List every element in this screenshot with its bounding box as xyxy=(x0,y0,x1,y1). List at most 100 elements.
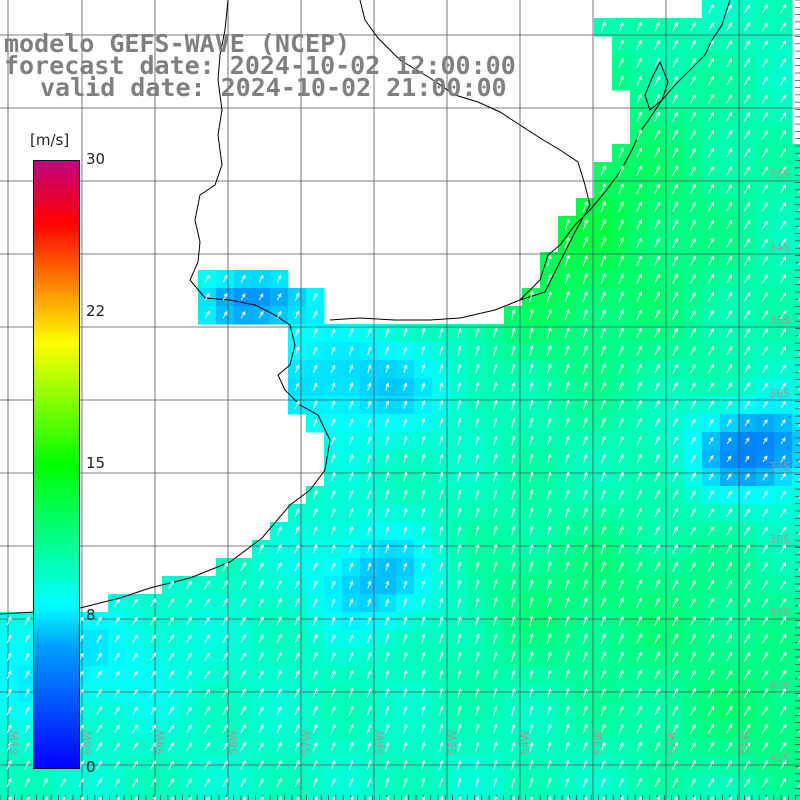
wind-arrow xyxy=(564,579,570,591)
wind-arrow xyxy=(6,634,12,644)
wind-arrow xyxy=(744,400,750,409)
border-river-path xyxy=(359,0,591,301)
wind-arrow xyxy=(457,561,462,572)
wind-arrow xyxy=(493,669,498,680)
wind-speed-cell xyxy=(342,792,361,800)
wind-arrow xyxy=(204,274,210,283)
wind-arrow xyxy=(690,490,696,500)
wind-arrow xyxy=(168,634,174,644)
wind-arrow xyxy=(726,22,732,32)
wind-arrow xyxy=(708,382,714,392)
wind-arrow xyxy=(439,525,444,536)
wind-arrow xyxy=(330,544,336,554)
wind-arrow xyxy=(762,419,768,427)
wind-arrow xyxy=(294,580,300,590)
wind-arrow xyxy=(294,364,300,373)
wind-arrow xyxy=(330,651,336,662)
wind-arrow xyxy=(726,418,732,427)
wind-arrow xyxy=(636,75,642,86)
wind-arrow xyxy=(186,652,192,662)
wind-arrow xyxy=(421,507,426,518)
wind-arrow xyxy=(330,382,336,391)
wind-arrow xyxy=(421,400,426,410)
wind-arrow xyxy=(312,741,318,752)
wind-arrow xyxy=(636,327,642,338)
wind-speed-cell xyxy=(792,504,800,523)
wind-arrow xyxy=(385,633,390,644)
wind-arrow xyxy=(618,165,624,177)
wind-arrow xyxy=(186,580,192,590)
wind-arrow xyxy=(421,615,426,626)
wind-speed-cell xyxy=(486,792,505,800)
wind-arrow xyxy=(690,687,696,698)
wind-arrow xyxy=(708,273,714,284)
wind-arrow xyxy=(708,201,715,212)
wind-arrow xyxy=(654,201,660,212)
wind-arrow xyxy=(564,435,570,446)
wind-arrow xyxy=(654,21,660,32)
wind-arrow xyxy=(672,345,678,356)
wind-arrow xyxy=(6,777,12,788)
wind-arrow xyxy=(403,687,408,698)
wind-arrow xyxy=(690,75,696,86)
wind-arrow xyxy=(654,777,660,788)
wind-speed-cell xyxy=(234,792,253,800)
wind-arrow xyxy=(564,290,570,303)
wind-arrow xyxy=(798,279,800,284)
wind-arrow xyxy=(762,274,769,284)
wind-arrow xyxy=(690,39,696,50)
wind-arrow xyxy=(601,795,606,800)
wind-arrow xyxy=(258,760,264,770)
wind-arrow xyxy=(240,760,246,770)
wind-arrow xyxy=(330,634,336,644)
wind-arrow xyxy=(779,669,787,680)
wind-arrow xyxy=(726,525,732,536)
wind-arrow xyxy=(132,724,138,734)
wind-arrow xyxy=(403,327,408,338)
wind-arrow xyxy=(6,688,12,697)
wind-arrow xyxy=(403,400,408,409)
wind-arrow xyxy=(204,580,210,590)
wind-arrow xyxy=(403,651,408,662)
wind-arrow xyxy=(385,418,390,428)
wind-arrow xyxy=(654,417,660,428)
wind-arrow xyxy=(24,759,30,770)
wind-arrow xyxy=(546,597,552,609)
wind-arrow xyxy=(240,616,246,626)
wind-arrow xyxy=(258,616,264,626)
wind-speed-cell xyxy=(504,792,523,800)
wind-arrow xyxy=(150,616,157,626)
wind-arrow xyxy=(511,489,516,500)
wind-arrow xyxy=(798,351,800,356)
wind-arrow xyxy=(475,381,480,392)
wind-arrow xyxy=(114,688,120,697)
wind-arrow xyxy=(636,165,642,177)
wind-speed-cell xyxy=(792,702,800,721)
wind-arrow xyxy=(24,652,30,661)
wind-arrow xyxy=(779,687,787,698)
wind-arrow xyxy=(726,166,732,176)
wind-arrow xyxy=(529,525,534,536)
wind-arrow xyxy=(600,489,606,500)
wind-arrow xyxy=(726,237,733,248)
wind-arrow xyxy=(168,742,175,752)
wind-arrow xyxy=(330,580,336,589)
wind-arrow xyxy=(529,363,534,374)
wind-arrow xyxy=(726,273,733,284)
wind-arrow xyxy=(457,507,462,518)
wind-arrow xyxy=(367,634,372,644)
wind-speed-cell xyxy=(792,342,800,361)
wind-arrow xyxy=(240,274,246,283)
wind-arrow xyxy=(654,39,660,50)
wind-arrow xyxy=(366,687,372,698)
wind-arrow xyxy=(222,598,228,608)
wind-arrow xyxy=(780,112,787,122)
wind-speed-cell xyxy=(792,234,800,253)
wind-arrow xyxy=(618,417,624,428)
wind-arrow xyxy=(457,705,462,716)
wind-arrow xyxy=(726,57,732,68)
wind-arrow xyxy=(403,507,408,518)
colorbar-tick-0: 0 xyxy=(86,758,96,776)
wind-arrow xyxy=(762,580,769,590)
wind-arrow xyxy=(564,471,570,482)
